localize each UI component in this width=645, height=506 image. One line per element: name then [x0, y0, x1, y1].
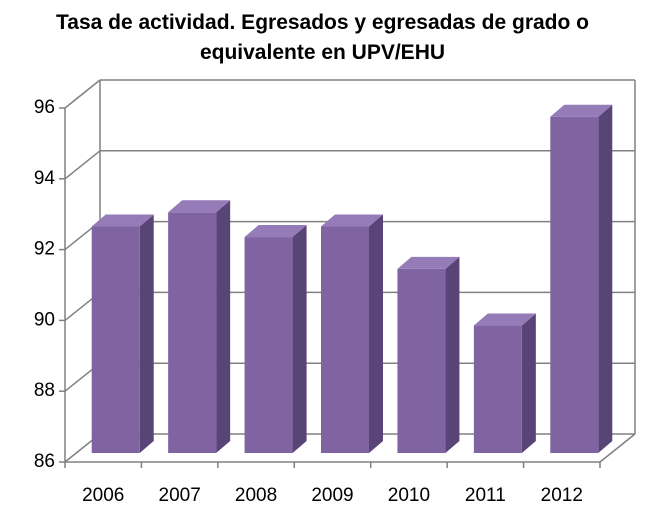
x-tick-label: 2008 — [235, 485, 277, 506]
bar — [397, 268, 446, 453]
x-tick-label: 2010 — [388, 485, 430, 506]
y-tick-label: 94 — [34, 168, 56, 189]
bar-top — [244, 225, 307, 238]
bar-top — [397, 256, 460, 269]
bar — [91, 226, 140, 453]
bar-side — [139, 214, 154, 453]
bar-side — [521, 313, 536, 453]
x-tick-label: 2006 — [82, 485, 124, 506]
y-tick-label: 90 — [34, 309, 55, 330]
grid-line — [64, 150, 101, 180]
floor-right — [599, 433, 636, 463]
bar — [168, 212, 217, 453]
bar-top — [321, 214, 383, 227]
bar-top — [91, 214, 154, 227]
bar-top — [168, 200, 231, 213]
grid-line — [64, 79, 101, 109]
y-tick-label: 96 — [34, 97, 55, 118]
bar-side — [598, 104, 613, 453]
chart-title: Tasa de actividad. Egresados y egresadas… — [56, 11, 589, 64]
y-tick-label: 88 — [34, 380, 55, 401]
y-tick-label: 92 — [34, 239, 55, 260]
bar — [321, 226, 369, 453]
bar-top — [473, 313, 536, 326]
title-box: Tasa de actividad. Egresados y egresadas… — [0, 8, 645, 68]
bar-side — [369, 214, 383, 453]
bar-side — [292, 225, 307, 453]
x-tick-label: 2009 — [311, 485, 353, 506]
bar — [473, 325, 522, 453]
bar — [550, 116, 599, 453]
x-tick-label: 2011 — [465, 485, 506, 506]
y-tick-label: 86 — [34, 451, 55, 472]
x-tick-label: 2007 — [159, 485, 201, 506]
bar-top — [550, 104, 613, 117]
bar — [244, 237, 293, 453]
bar-side — [445, 256, 460, 453]
x-tick-label: 2012 — [541, 485, 583, 506]
bar-side — [216, 200, 231, 453]
